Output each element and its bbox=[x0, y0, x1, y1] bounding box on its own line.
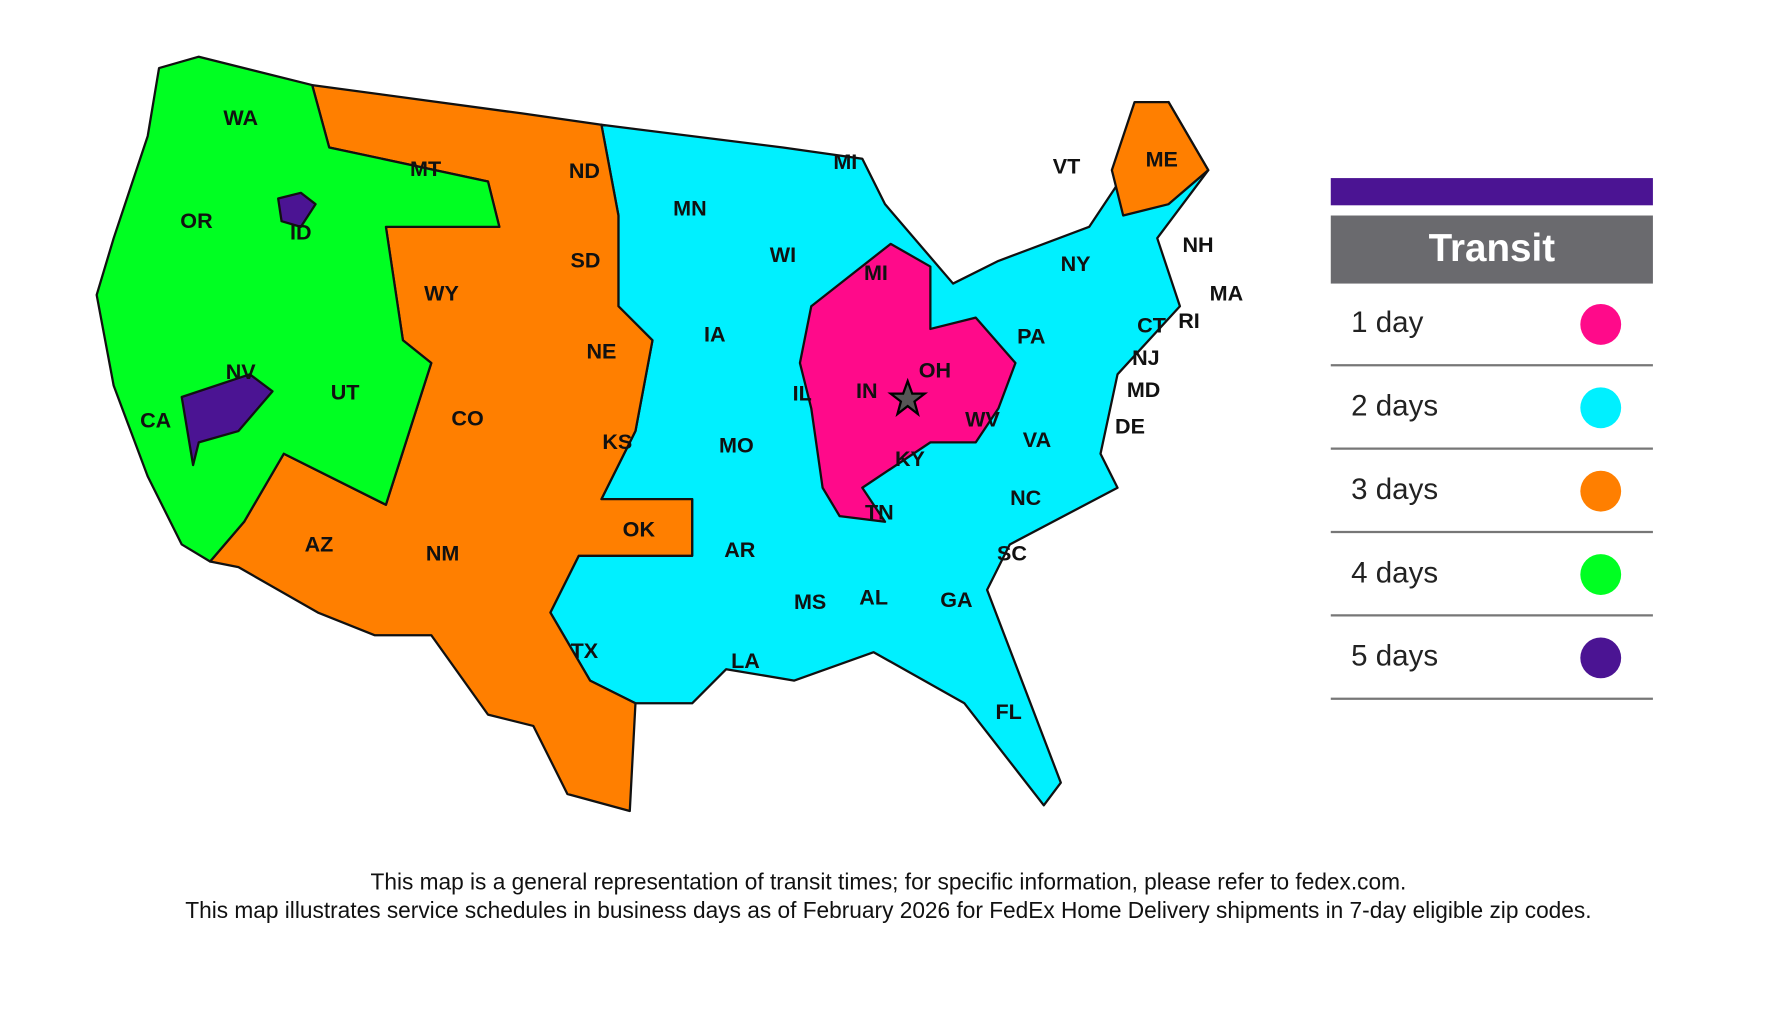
legend-title: Transit bbox=[1429, 227, 1556, 270]
state-label: CT bbox=[1137, 312, 1166, 337]
state-label: AL bbox=[859, 585, 888, 610]
state-label: MI bbox=[833, 149, 857, 174]
state-label: WA bbox=[223, 105, 258, 130]
state-label: WY bbox=[424, 281, 459, 306]
state-label: TN bbox=[865, 500, 894, 525]
state-label: IL bbox=[793, 380, 812, 405]
state-labels: WA OR CA ID NV UT AZ MT WY CO NM ND SD NE KS OK TX MN IA MO… bbox=[140, 105, 1243, 724]
zone-5-days bbox=[277, 191, 317, 228]
state-label: LA bbox=[731, 648, 760, 673]
state-label: MT bbox=[410, 156, 441, 181]
state-label: AR bbox=[724, 537, 756, 562]
state-label: NY bbox=[1061, 251, 1092, 276]
legend-label: 2 days bbox=[1351, 390, 1438, 423]
state-label: IN bbox=[856, 378, 878, 403]
state-label: MD bbox=[1127, 377, 1161, 402]
legend-label: 5 days bbox=[1351, 640, 1438, 673]
state-label: ME bbox=[1146, 147, 1178, 172]
state-label: NM bbox=[426, 540, 460, 565]
state-label: NC bbox=[1010, 485, 1041, 510]
state-label: NH bbox=[1183, 232, 1214, 257]
state-label: MA bbox=[1210, 281, 1244, 306]
state-label: SC bbox=[997, 540, 1027, 565]
state-label: MI bbox=[864, 260, 888, 285]
map bbox=[95, 55, 1210, 813]
state-label: VA bbox=[1023, 427, 1051, 452]
legend-header bbox=[1330, 215, 1653, 284]
legend: 1 day 2 days 3 days 4 days 5 days bbox=[1330, 303, 1653, 700]
state-label: NJ bbox=[1132, 345, 1160, 370]
state-label: OR bbox=[180, 208, 213, 233]
footnote: This map illustrates service schedules i… bbox=[185, 897, 1591, 923]
legend-swatch bbox=[1580, 387, 1622, 429]
state-label: ND bbox=[569, 158, 600, 183]
state-label: KY bbox=[895, 446, 926, 471]
state-label: WV bbox=[965, 407, 1000, 432]
legend-bar bbox=[1330, 178, 1653, 206]
legend-swatch bbox=[1580, 303, 1622, 345]
legend-swatch bbox=[1580, 637, 1622, 679]
legend-label: 1 day bbox=[1351, 306, 1423, 339]
legend-label: 3 days bbox=[1351, 473, 1438, 506]
state-label: VT bbox=[1053, 154, 1081, 179]
state-label: MN bbox=[673, 196, 707, 221]
state-label: FL bbox=[995, 699, 1021, 724]
state-label: IA bbox=[704, 321, 726, 346]
state-label: PA bbox=[1017, 324, 1045, 349]
state-label: WI bbox=[770, 242, 796, 267]
state-label: ID bbox=[290, 219, 312, 244]
state-label: AZ bbox=[305, 531, 334, 556]
legend-swatch bbox=[1580, 554, 1622, 595]
state-label: CO bbox=[451, 405, 483, 430]
zone-3-days bbox=[1110, 100, 1210, 217]
state-label: OK bbox=[623, 517, 656, 542]
state-label: GA bbox=[940, 587, 972, 612]
zone-5-days bbox=[180, 373, 274, 467]
state-label: KS bbox=[602, 429, 632, 454]
state-label: SD bbox=[571, 248, 601, 273]
state-label: CA bbox=[140, 408, 171, 433]
state-label: NV bbox=[226, 359, 257, 384]
footnote: This map is a general representation of … bbox=[370, 869, 1406, 895]
legend-swatch bbox=[1580, 470, 1622, 512]
legend-label: 4 days bbox=[1351, 556, 1438, 589]
state-label: MS bbox=[794, 589, 826, 614]
state-label: MO bbox=[719, 433, 754, 458]
origin-star bbox=[887, 377, 929, 418]
state-label: NE bbox=[586, 338, 616, 363]
state-label: UT bbox=[331, 379, 360, 404]
state-label: TX bbox=[571, 638, 599, 663]
state-label: RI bbox=[1178, 308, 1200, 333]
state-label: DE bbox=[1115, 413, 1145, 438]
state-label: OH bbox=[919, 358, 951, 383]
